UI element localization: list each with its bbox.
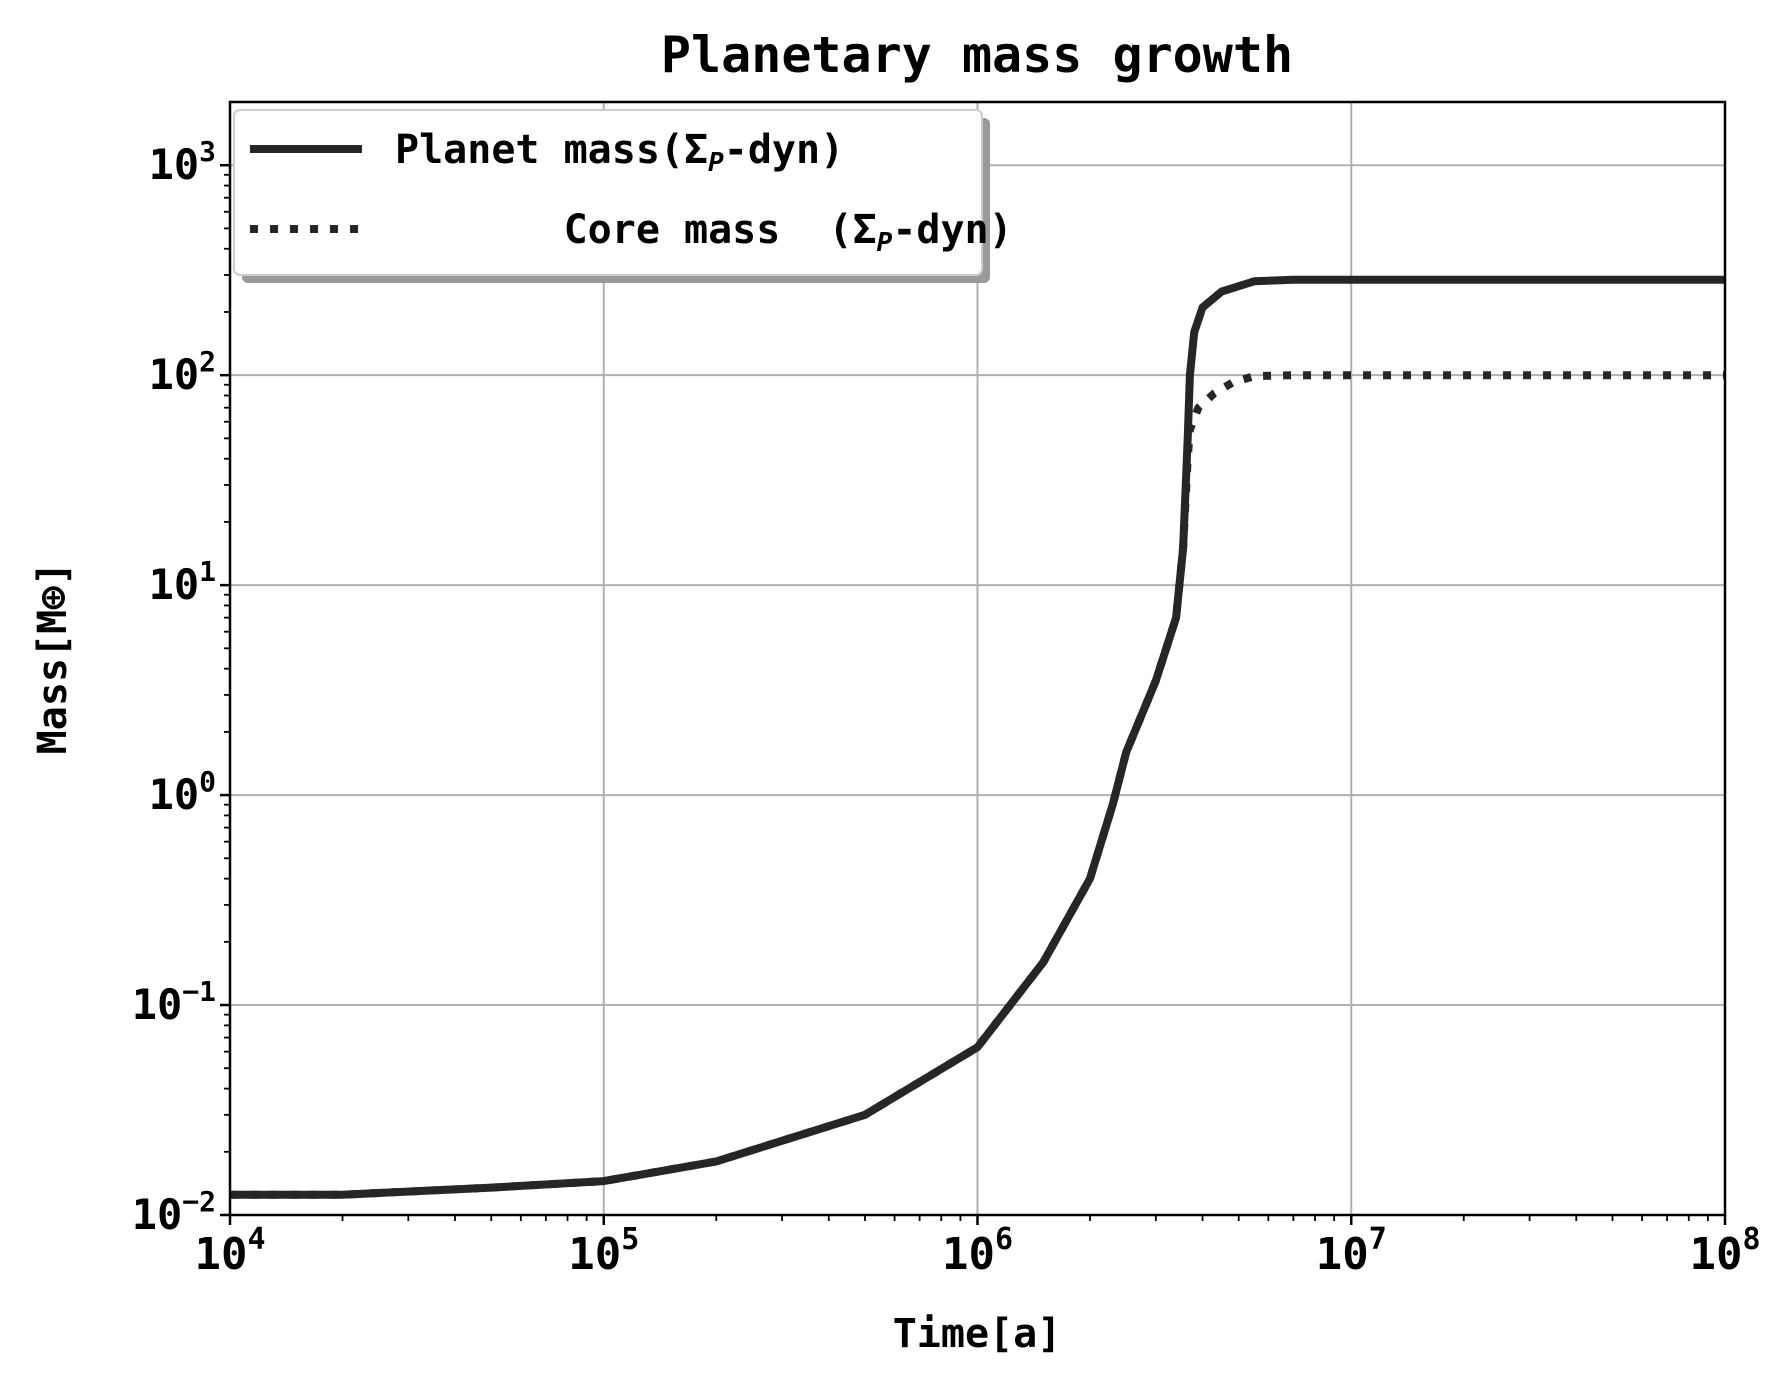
legend-label-planet-sub: P — [708, 148, 724, 178]
x-axis-label: Time[a] — [893, 1311, 1062, 1357]
legend-label-core-main: Core mass (Σ — [564, 207, 877, 253]
y-tick-exponent: −1 — [182, 975, 216, 1008]
y-tick-base: 10 — [149, 770, 200, 819]
legend-label-core-sub: P — [877, 228, 893, 258]
legend-label-planet-main: Planet mass(Σ — [395, 127, 708, 173]
legend: Planet mass(ΣP-dyn) Core mass (ΣP-dyn) — [233, 109, 1133, 283]
y-tick-exponent: 1 — [199, 555, 216, 588]
x-tick-label: 108 — [1689, 1222, 1760, 1280]
x-tick-base: 10 — [942, 1229, 995, 1280]
major-ticks — [220, 163, 1727, 1225]
y-tick-exponent: 0 — [199, 765, 216, 798]
y-tick-label: 102 — [149, 345, 216, 399]
x-tick-exponent: 5 — [621, 1222, 639, 1257]
x-tick-label: 107 — [1316, 1222, 1387, 1280]
y-tick-exponent: 3 — [199, 135, 216, 168]
y-tick-base: 10 — [132, 980, 183, 1029]
legend-label-planet-tail: -dyn) — [724, 127, 844, 173]
x-tick-exponent: 4 — [247, 1222, 265, 1257]
y-tick-exponent: 2 — [199, 345, 216, 378]
legend-box — [233, 109, 983, 276]
y-tick-label: 101 — [149, 555, 216, 609]
x-tick-label: 105 — [568, 1222, 639, 1280]
legend-label-core: Core mass (ΣP-dyn) — [395, 207, 1133, 258]
x-tick-exponent: 7 — [1369, 1222, 1387, 1257]
y-tick-label: 10−2 — [132, 1185, 216, 1239]
x-tick-label: 106 — [942, 1222, 1013, 1280]
plot-frame — [228, 100, 1727, 1217]
x-tick-base: 10 — [568, 1229, 621, 1280]
x-tick-exponent: 6 — [995, 1222, 1013, 1257]
y-tick-label: 10−1 — [132, 975, 216, 1029]
series-planet-mass-line — [230, 275, 1725, 1199]
y-tick-base: 10 — [149, 560, 200, 609]
legend-label-planet: Planet mass(ΣP-dyn) — [395, 127, 844, 178]
legend-label-core-tail: -dyn) — [892, 207, 1012, 253]
y-tick-label: 100 — [149, 765, 216, 819]
x-tick-base: 10 — [194, 1229, 247, 1280]
x-tick-base: 10 — [1689, 1229, 1742, 1280]
x-tick-label: 104 — [194, 1222, 265, 1280]
y-tick-base: 10 — [132, 1190, 183, 1239]
chart-title: Planetary mass growth — [661, 26, 1293, 84]
y-tick-base: 10 — [149, 350, 200, 399]
series-lines — [230, 275, 1725, 1199]
y-tick-exponent: −2 — [182, 1185, 216, 1218]
x-tick-exponent: 8 — [1742, 1222, 1760, 1257]
y-tick-base: 10 — [149, 140, 200, 189]
y-axis-label: Mass[M⊕] — [30, 562, 76, 755]
y-tick-label: 103 — [149, 135, 216, 189]
x-tick-base: 10 — [1316, 1229, 1369, 1280]
